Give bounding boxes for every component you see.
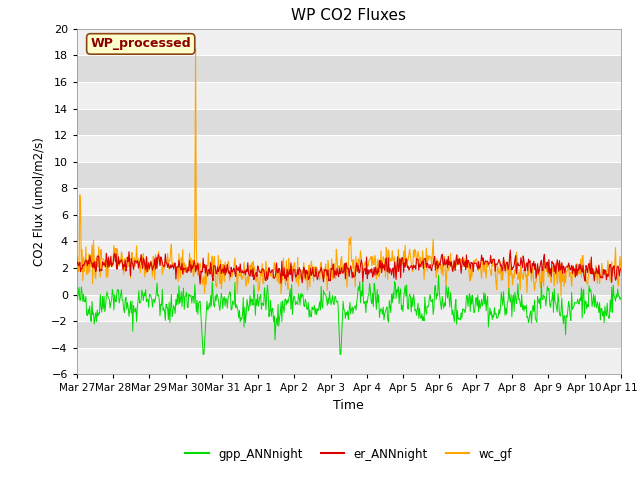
Bar: [77, 162, 621, 188]
Bar: [77, 82, 621, 108]
Title: WP CO2 Fluxes: WP CO2 Fluxes: [291, 9, 406, 24]
Bar: [77, 29, 621, 55]
Bar: [77, 241, 621, 268]
Y-axis label: CO2 Flux (umol/m2/s): CO2 Flux (umol/m2/s): [33, 137, 45, 266]
Text: WP_processed: WP_processed: [90, 37, 191, 50]
Bar: [77, 215, 621, 241]
Bar: [77, 55, 621, 82]
Bar: [77, 348, 621, 374]
Bar: [77, 321, 621, 348]
Bar: [77, 108, 621, 135]
Bar: [77, 268, 621, 295]
Bar: [77, 295, 621, 321]
Legend: gpp_ANNnight, er_ANNnight, wc_gf: gpp_ANNnight, er_ANNnight, wc_gf: [180, 443, 517, 465]
X-axis label: Time: Time: [333, 399, 364, 412]
Bar: [77, 135, 621, 162]
Bar: [77, 188, 621, 215]
